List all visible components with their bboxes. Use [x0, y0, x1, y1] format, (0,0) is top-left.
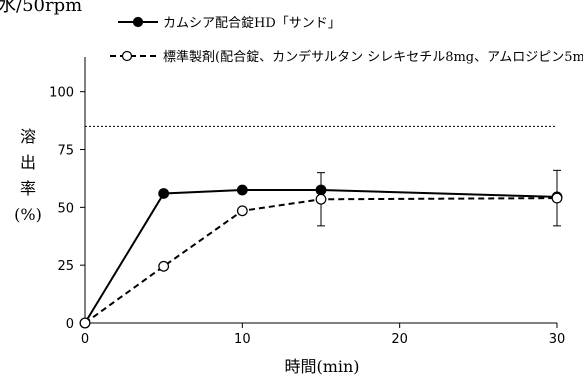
x-tick-label: 20: [391, 332, 408, 347]
data-point-test-product: [315, 184, 327, 196]
legend-label-reference-product: 標準製剤(配合錠、カンデサルタン シレキセチル8mg、アムロジピン5mg): [163, 49, 583, 65]
plot-area: 0 25 50 75 100 0 10 20 30: [49, 57, 565, 347]
data-point-reference-product: [79, 317, 91, 329]
legend: カムシア配合錠HD「サンド」 標準製剤(配合錠、カンデサルタン シレキセチル8m…: [110, 16, 583, 65]
x-axis-label: 時間(min): [284, 357, 359, 376]
y-axis-label-line-2: 出: [20, 153, 36, 172]
x-tick-label: 30: [549, 332, 566, 347]
y-axis-label: 溶 出 率 (%): [14, 127, 42, 224]
data-point-reference-product: [158, 260, 170, 272]
legend-label-test-product: カムシア配合錠HD「サンド」: [163, 16, 341, 31]
legend-entry-test-product: カムシア配合錠HD「サンド」: [118, 16, 341, 31]
y-tick-label: 100: [49, 86, 74, 101]
legend-marker-reference-product: [121, 50, 133, 62]
y-tick-label: 0: [66, 317, 74, 332]
legend-marker-test-product: [132, 16, 144, 28]
data-point-reference-product: [315, 193, 327, 205]
header-fragment: 水/50rpm: [0, 0, 82, 16]
x-tick-label: 0: [81, 332, 89, 347]
data-point-reference-product: [236, 205, 248, 217]
y-tick-label: 75: [57, 144, 74, 159]
x-tick-label: 10: [234, 332, 251, 347]
y-axis-label-line-4: (%): [14, 205, 42, 224]
data-point-reference-product: [551, 192, 563, 204]
legend-entry-reference-product: 標準製剤(配合錠、カンデサルタン シレキセチル8mg、アムロジピン5mg): [110, 49, 583, 65]
y-tick-label: 25: [57, 259, 74, 274]
data-point-test-product: [236, 184, 248, 196]
data-point-test-product: [158, 188, 170, 199]
y-axis-label-line-3: 率: [20, 179, 36, 198]
y-tick-label: 50: [57, 201, 74, 216]
y-axis-label-line-1: 溶: [20, 127, 36, 146]
